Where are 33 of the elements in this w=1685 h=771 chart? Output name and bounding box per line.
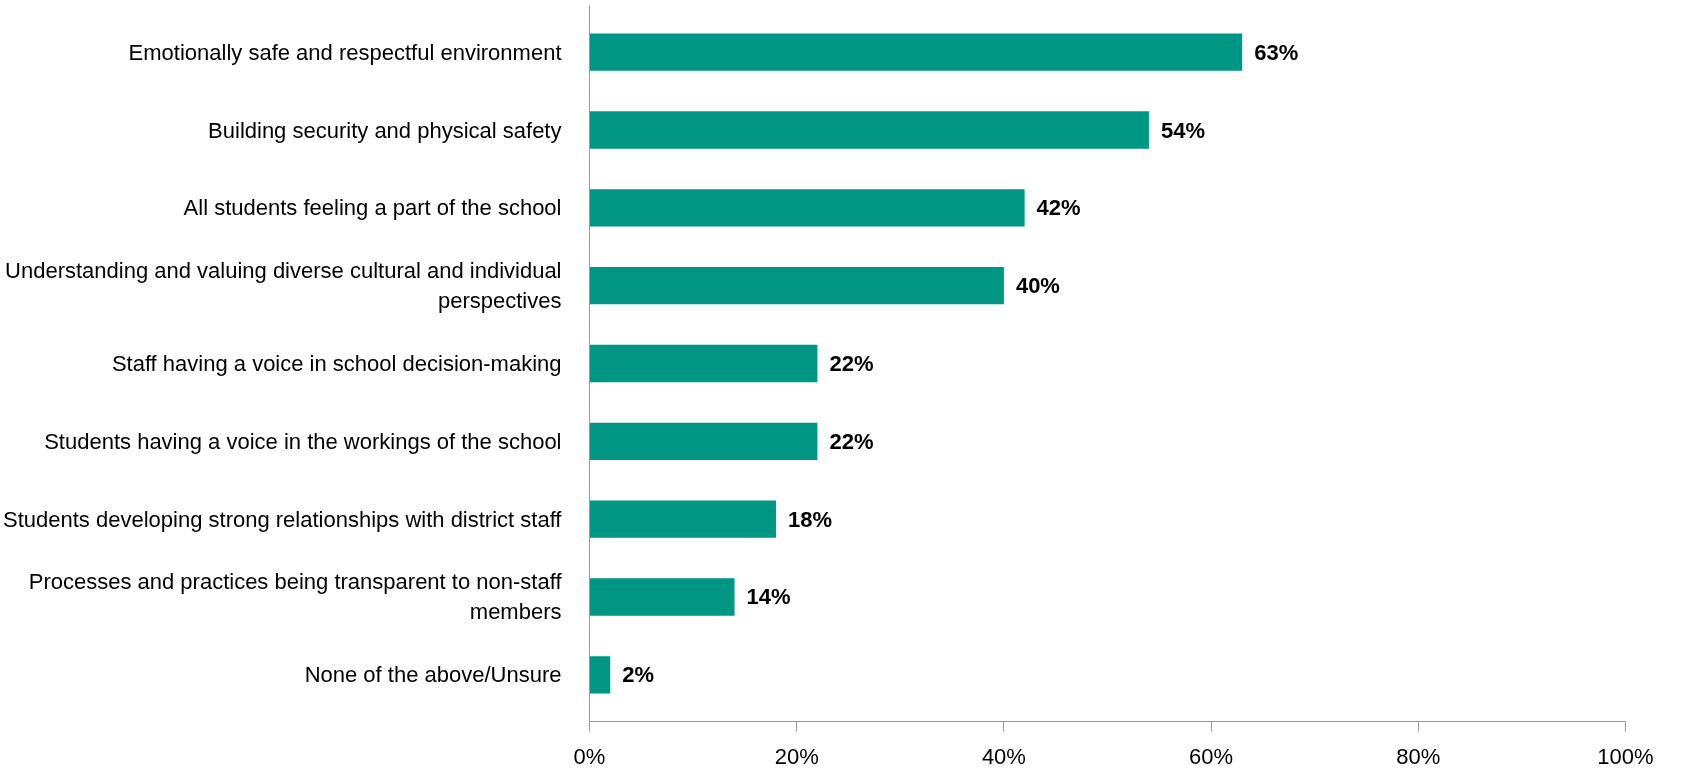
- y-tick-label: All students feeling a part of the school: [183, 195, 562, 221]
- data-label: 22%: [829, 428, 874, 454]
- y-tick-label: Processes and practices being transparent to non-staff members: [28, 569, 563, 625]
- bar: [589, 578, 735, 616]
- data-label: 63%: [1254, 39, 1299, 65]
- y-tick-label: Understanding and valuing diverse cultural and individual perspectives: [5, 258, 562, 314]
- bar: [589, 500, 776, 538]
- x-tick-label: 40%: [981, 743, 1026, 769]
- bar: [589, 189, 1025, 227]
- data-label: 18%: [787, 506, 833, 532]
- x-tick-label: 60%: [1189, 743, 1234, 769]
- bar: [589, 656, 611, 694]
- data-label: 40%: [1015, 273, 1060, 299]
- data-label: 42%: [1036, 195, 1081, 221]
- bar: [589, 33, 1243, 71]
- y-tick-label: Emotionally safe and respectful environment: [128, 39, 562, 65]
- x-tick-label: 100%: [1597, 743, 1654, 769]
- bar: [589, 344, 818, 383]
- bar: [589, 422, 818, 460]
- x-tick-label: 0%: [573, 743, 606, 769]
- y-tick-label: Students developing strong relationships with district staff: [3, 506, 563, 532]
- bar: [589, 111, 1149, 149]
- x-tick-label: 20%: [774, 743, 819, 769]
- data-label: 14%: [746, 584, 791, 610]
- y-tick-label: Staff having a voice in school decision-making: [111, 351, 562, 376]
- x-tick-label: 80%: [1396, 743, 1441, 769]
- data-label: 54%: [1160, 117, 1205, 143]
- y-tick-label: Building security and physical safety: [208, 117, 562, 143]
- y-tick-label: Students having a voice in the workings of the school: [44, 428, 562, 454]
- data-label: 2%: [622, 662, 655, 688]
- data-label: 22%: [829, 351, 874, 376]
- y-tick-label: None of the above/Unsure: [304, 662, 562, 688]
- bar: [589, 267, 1004, 305]
